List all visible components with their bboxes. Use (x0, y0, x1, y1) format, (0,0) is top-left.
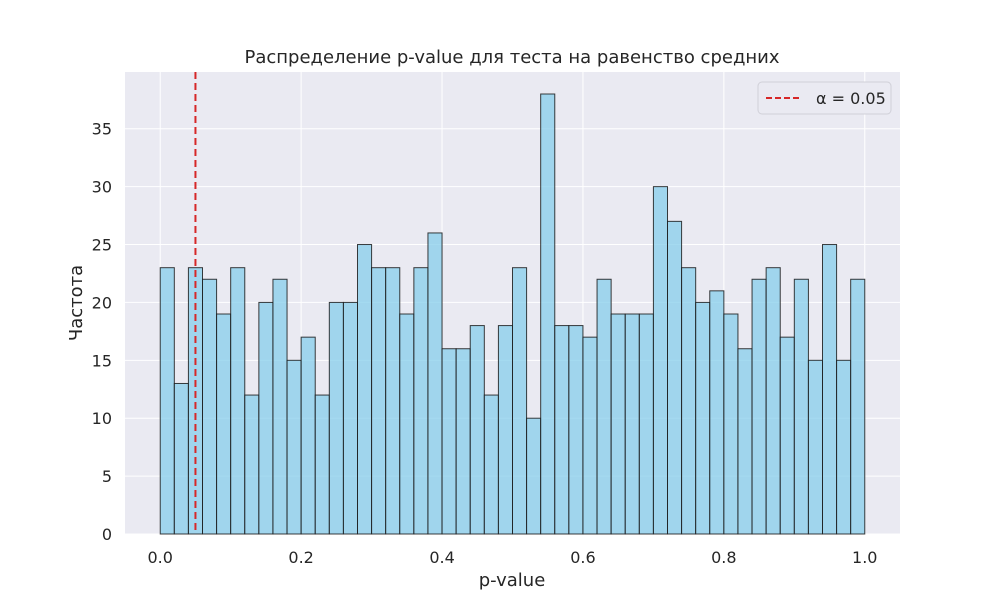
histogram-bars (159, 93, 866, 535)
y-axis-ticks: 0 5 10 15 20 25 30 35 (92, 120, 112, 544)
histogram-bar (709, 290, 725, 535)
histogram-bar (751, 278, 767, 535)
y-tick-label: 10 (92, 409, 112, 428)
x-tick-label: 0.8 (711, 548, 736, 567)
legend-box (757, 81, 892, 115)
histogram-bar (328, 301, 344, 535)
y-tick-label: 25 (92, 236, 112, 255)
histogram-bar (272, 278, 288, 535)
histogram-bar (723, 313, 739, 535)
histogram-bar (441, 348, 457, 535)
histogram-bar (455, 348, 471, 535)
y-tick-label: 35 (92, 120, 112, 139)
legend-label: α = 0.05 (816, 89, 886, 108)
histogram-bar (159, 267, 175, 535)
histogram-bar (807, 359, 824, 535)
histogram-bar (216, 313, 232, 535)
histogram-bar (765, 267, 781, 535)
x-tick-label: 0.2 (288, 548, 313, 567)
histogram-bar (779, 336, 795, 535)
histogram-bar (244, 394, 260, 535)
chart-title: Распределение p-value для теста на равен… (244, 47, 779, 68)
histogram-bar (258, 301, 274, 535)
histogram-bar (822, 244, 838, 535)
histogram-bar (582, 336, 598, 535)
histogram-bar (850, 278, 866, 535)
x-axis-title: p-value (479, 570, 546, 591)
x-tick-label: 1.0 (852, 548, 877, 567)
x-tick-label: 0.6 (570, 548, 595, 567)
histogram-bar (202, 278, 218, 535)
histogram-bar (497, 325, 513, 535)
histogram-bar (667, 220, 683, 535)
histogram-bar (568, 325, 584, 535)
x-tick-label: 0.4 (429, 548, 454, 567)
histogram-bar (638, 313, 654, 535)
histogram-bar (230, 267, 246, 535)
histogram-bar (371, 267, 387, 535)
histogram-bar (737, 348, 753, 535)
histogram-bar (793, 278, 809, 535)
histogram-bar (385, 267, 401, 535)
legend: α = 0.05 (757, 81, 892, 115)
histogram-bar (652, 186, 669, 535)
histogram-bar (596, 278, 612, 535)
y-tick-label: 15 (92, 351, 112, 370)
histogram-bar (624, 313, 640, 535)
x-tick-label: 0.0 (148, 548, 173, 567)
y-axis-title: Частота (66, 265, 87, 341)
histogram-bar (413, 267, 429, 535)
y-tick-label: 5 (102, 467, 112, 486)
histogram-bar (300, 336, 316, 535)
histogram-bar (342, 301, 358, 535)
histogram-bar (286, 359, 302, 535)
x-axis-ticks: 0.0 0.2 0.4 0.6 0.8 1.0 (148, 548, 878, 567)
histogram-bar (399, 313, 415, 535)
y-tick-label: 0 (102, 525, 112, 544)
y-tick-label: 20 (92, 293, 112, 312)
histogram-bar (836, 359, 852, 535)
histogram-bar (526, 417, 542, 535)
histogram-bar (469, 325, 485, 535)
histogram-bar (681, 267, 697, 535)
histogram-bar (173, 382, 189, 535)
histogram-bar (427, 232, 443, 535)
histogram-bar (512, 267, 528, 535)
histogram-bar (695, 301, 711, 535)
histogram-bar (554, 325, 570, 535)
y-tick-label: 30 (92, 178, 112, 197)
histogram-bar (314, 394, 330, 535)
histogram-bar (483, 394, 499, 535)
histogram-bar (540, 93, 556, 535)
histogram-bar (357, 244, 373, 535)
histogram-bar (610, 313, 626, 535)
